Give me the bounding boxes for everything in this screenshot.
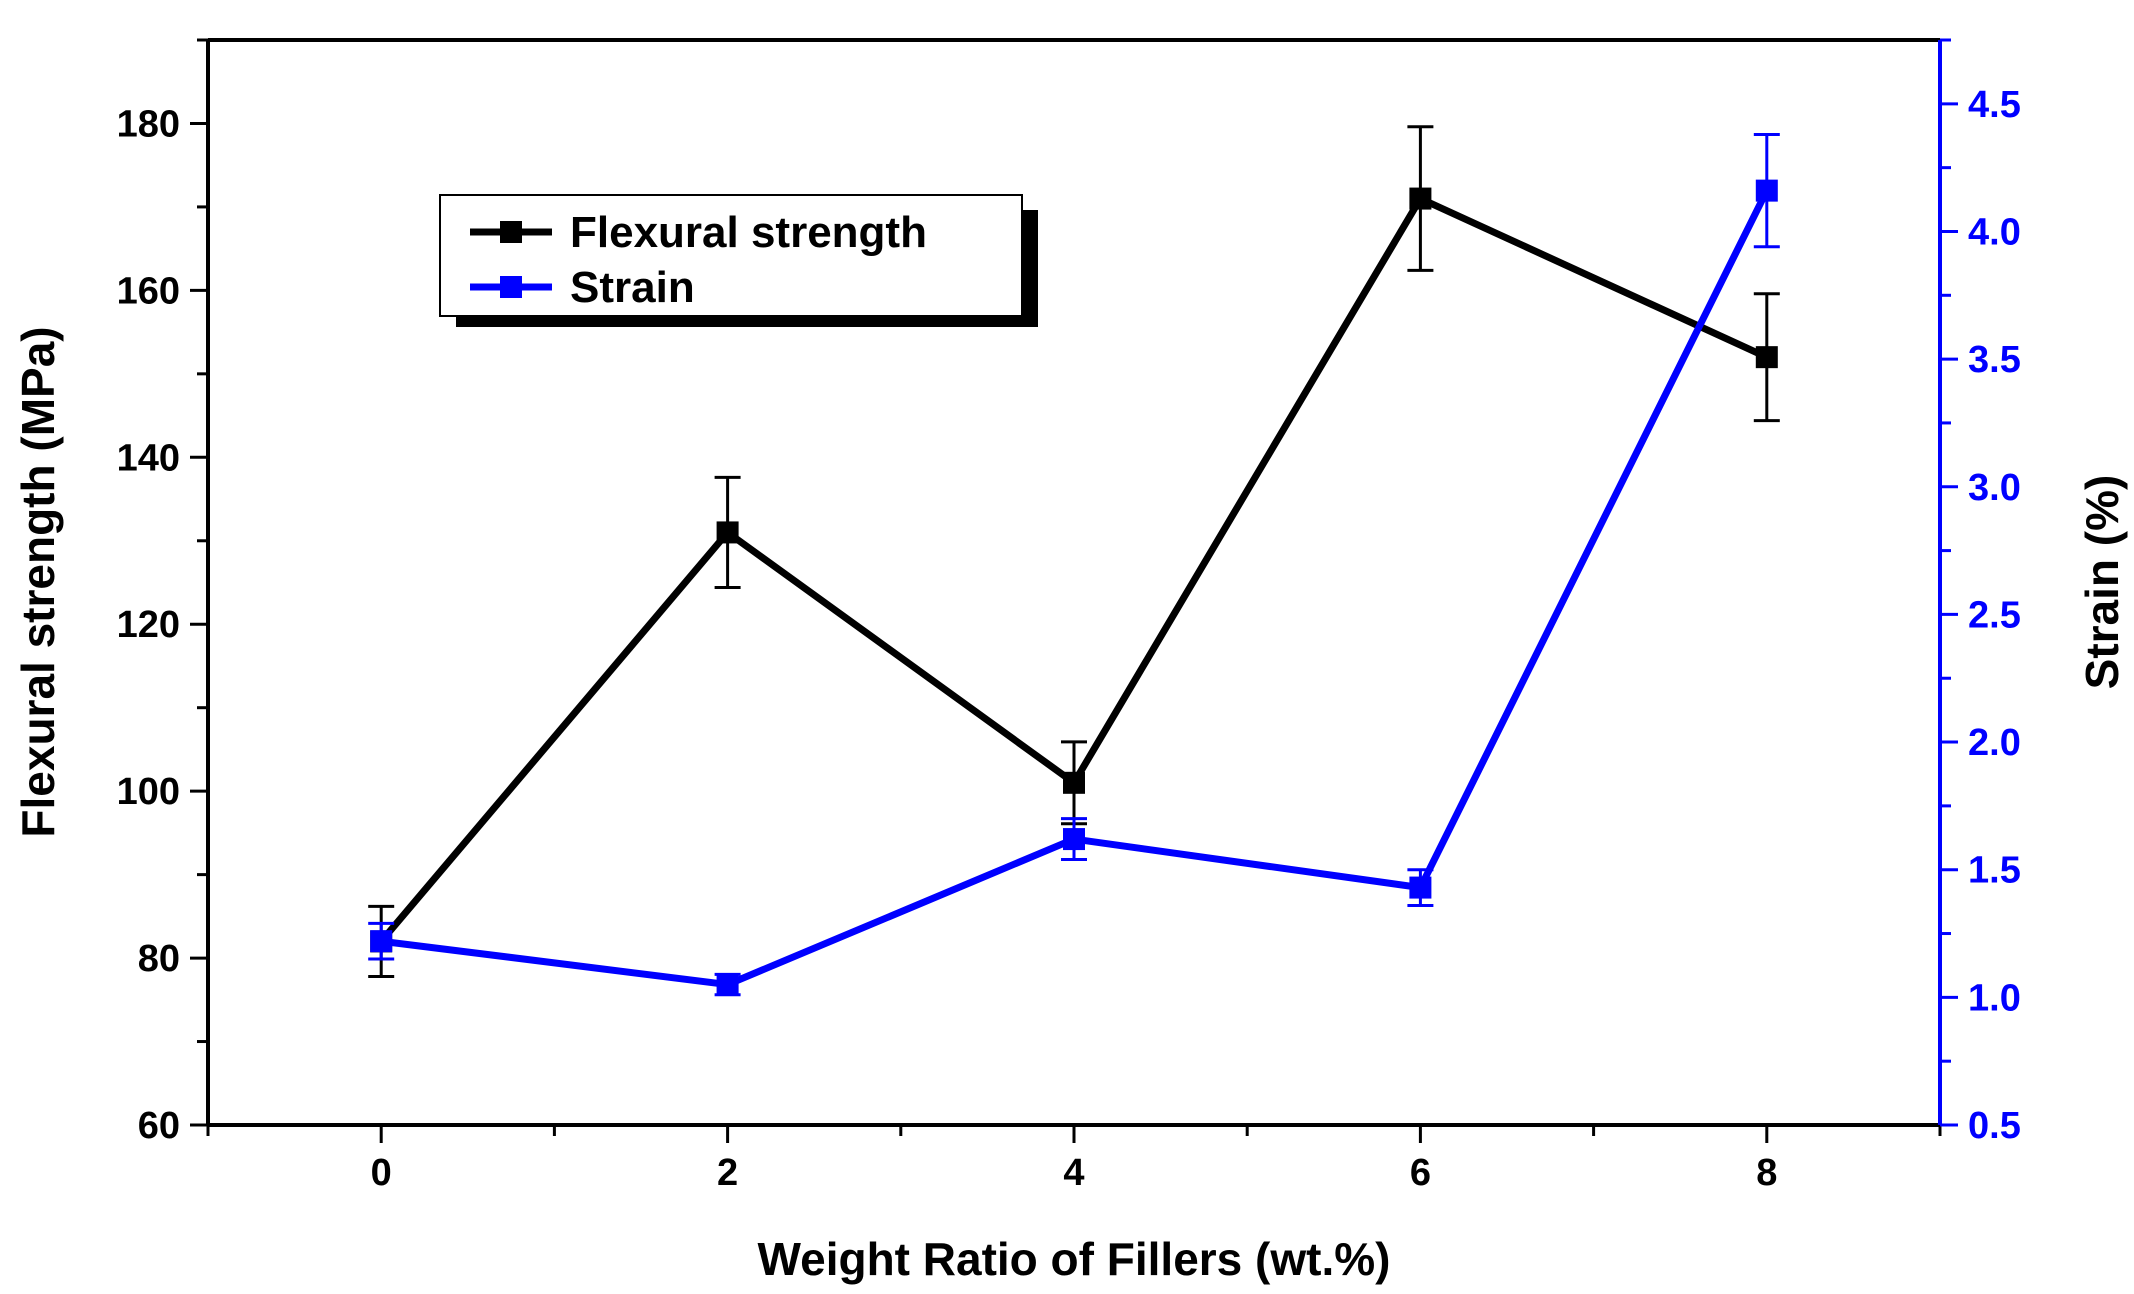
legend-box <box>439 194 1023 317</box>
y-right-tick-label: 0.5 <box>1968 1105 2021 1147</box>
x-tick-label: 4 <box>1063 1152 1084 1194</box>
y-left-ticks: 60 80 100 120 140 160 180 <box>117 38 208 1147</box>
y-left-tick-label: 100 <box>117 771 180 813</box>
x-ticks: 0 2 4 6 8 <box>206 1125 1942 1194</box>
x-tick-label: 6 <box>1410 1152 1431 1194</box>
y-right-tick-label: 4.5 <box>1968 84 2021 126</box>
legend-marker-strain <box>500 276 522 298</box>
series-strain <box>368 132 1780 997</box>
data-point-flexural-strength <box>1409 187 1432 210</box>
y-right-tick-label: 4.0 <box>1968 211 2021 253</box>
y-left-tick-label: 60 <box>138 1105 180 1147</box>
y-left-tick-label: 160 <box>117 270 180 312</box>
x-axis-title: Weight Ratio of Fillers (wt.%) <box>758 1233 1391 1285</box>
data-point-strain <box>1063 828 1085 851</box>
y-right-tick-label: 1.5 <box>1968 850 2021 892</box>
data-point-flexural-strength <box>716 521 739 544</box>
y-right-tick-label: 1.0 <box>1968 977 2021 1019</box>
data-point-strain <box>716 973 739 996</box>
y-left-tick-label: 180 <box>117 103 180 145</box>
y-axis-right-title: Strain (%) <box>2076 475 2128 690</box>
x-tick-label: 0 <box>371 1152 392 1194</box>
data-point-flexural-strength <box>1063 771 1085 794</box>
x-tick-label: 2 <box>717 1152 738 1194</box>
y-right-ticks: 0.5 1.0 1.5 2.0 2.5 3.0 3.5 4.0 4.5 <box>1940 38 2021 1147</box>
y-axis-left-title: Flexural strength (MPa) <box>12 326 64 837</box>
y-right-tick-label: 3.0 <box>1968 467 2021 509</box>
y-right-tick-label: 2.0 <box>1968 722 2021 764</box>
data-point-strain <box>1409 876 1432 899</box>
legend-label-strain: Strain <box>570 263 695 312</box>
y-left-tick-label: 80 <box>138 938 180 980</box>
series-flexural-strength <box>368 125 1780 978</box>
y-right-tick-label: 2.5 <box>1968 594 2021 636</box>
legend: Flexural strength Strain <box>439 194 1038 327</box>
legend-marker-flexural <box>500 221 522 243</box>
data-point-strain <box>1755 179 1778 202</box>
data-point-strain <box>370 930 393 953</box>
y-right-tick-label: 3.5 <box>1968 339 2021 381</box>
data-point-flexural-strength <box>1755 346 1778 369</box>
x-tick-label: 8 <box>1756 1152 1777 1194</box>
legend-label-flexural: Flexural strength <box>570 208 927 257</box>
series-layer <box>368 125 1780 997</box>
y-left-tick-label: 120 <box>117 604 180 646</box>
y-left-tick-label: 140 <box>117 437 180 479</box>
